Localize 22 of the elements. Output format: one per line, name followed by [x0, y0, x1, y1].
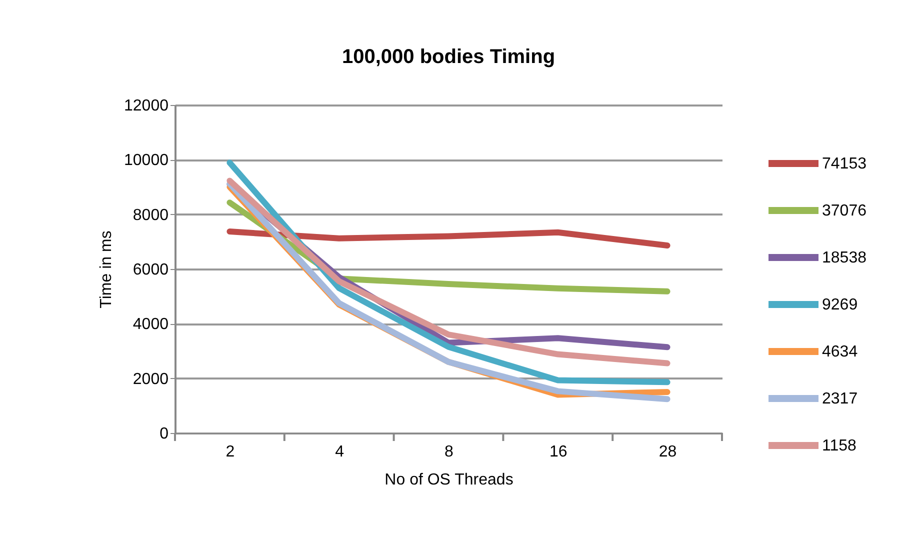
x-tick-label: 16: [550, 444, 568, 460]
y-axis-title: Time in ms: [98, 230, 116, 308]
y-tick-label: 8000: [132, 206, 169, 224]
x-tick-label: 8: [444, 444, 454, 460]
y-tick-label: 2000: [132, 370, 169, 388]
legend-label: 37076: [822, 202, 867, 220]
legend-label: 9269: [822, 296, 858, 314]
legend-label: 74153: [822, 156, 867, 172]
legend-label: 4634: [822, 344, 858, 360]
x-tick-label: 4: [335, 444, 344, 460]
y-tick-label: 12000: [124, 98, 169, 114]
legend-label: 1158: [822, 438, 857, 454]
x-tick-label: 2: [226, 444, 235, 460]
x-axis-title: No of OS Threads: [384, 472, 514, 488]
y-tick-label: 6000: [132, 262, 169, 278]
chart-title: 100,000 bodies Timing: [342, 46, 556, 68]
y-tick-label: 4000: [132, 316, 169, 334]
legend-label: 18538: [822, 250, 867, 266]
x-tick-label: 28: [658, 444, 677, 460]
y-tick-label: 10000: [124, 152, 169, 170]
legend-label: 2317: [822, 390, 858, 408]
y-tick-label: 0: [160, 426, 169, 442]
